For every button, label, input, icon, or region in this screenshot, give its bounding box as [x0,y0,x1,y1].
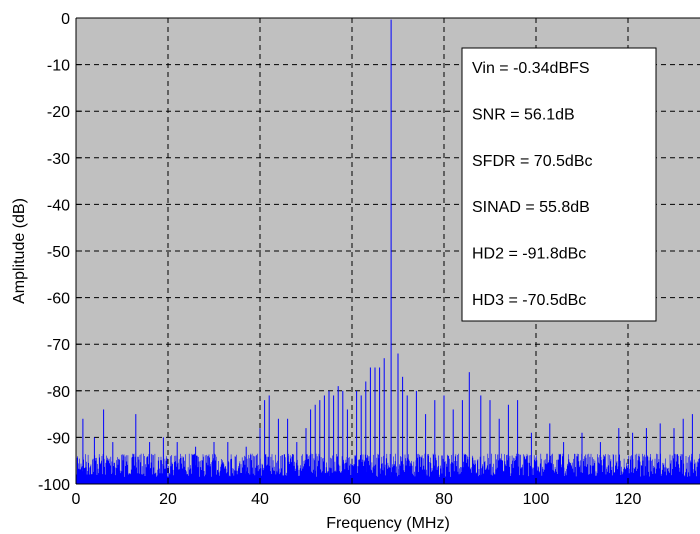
y-tick-label: -10 [47,58,70,75]
legend-entry: Vin = -0.34dBFS [472,60,590,77]
legend-box [461,47,657,322]
legend-entry: HD3 = -70.5dBc [472,292,586,309]
y-tick-label: -100 [38,477,70,494]
y-tick-label: -80 [47,384,70,401]
y-tick-label: -60 [47,291,70,308]
legend-entry: SINAD = 55.8dB [472,199,590,216]
x-tick-label: 0 [72,491,81,508]
y-axis-label: Amplitude (dB) [11,198,28,304]
x-tick-label: 120 [615,491,642,508]
x-tick-label: 100 [523,491,550,508]
x-tick-label: 20 [159,491,177,508]
stats-legend: Vin = -0.34dBFS SNR = 56.1dB SFDR = 70.5dB… [461,47,657,322]
y-tick-label: 0 [61,11,70,28]
y-tick-labels: 0 -10 -20 -30 -40 -50 -60 -70 -80 -90 -100 [38,11,70,494]
x-axis-label: Frequency (MHz) [326,515,450,532]
spur-lines [82,353,693,484]
x-tick-label: 40 [251,491,269,508]
x-tick-label: 80 [435,491,453,508]
legend-entry: SNR = 56.1dB [472,106,575,123]
y-tick-label: -40 [47,197,70,214]
grid-lines [76,18,700,484]
legend-entry: HD2 = -91.8dBc [472,246,586,263]
x-tick-labels: 0 20 40 60 80 100 120 [72,491,642,508]
y-tick-label: -70 [47,337,70,354]
y-tick-label: -50 [47,244,70,261]
y-tick-label: -20 [47,104,70,121]
legend-entry: SFDR = 70.5dBc [472,153,593,170]
y-tick-label: -30 [47,151,70,168]
axis-ticks [75,17,629,485]
x-tick-label: 60 [343,491,361,508]
y-tick-label: -90 [47,430,70,447]
